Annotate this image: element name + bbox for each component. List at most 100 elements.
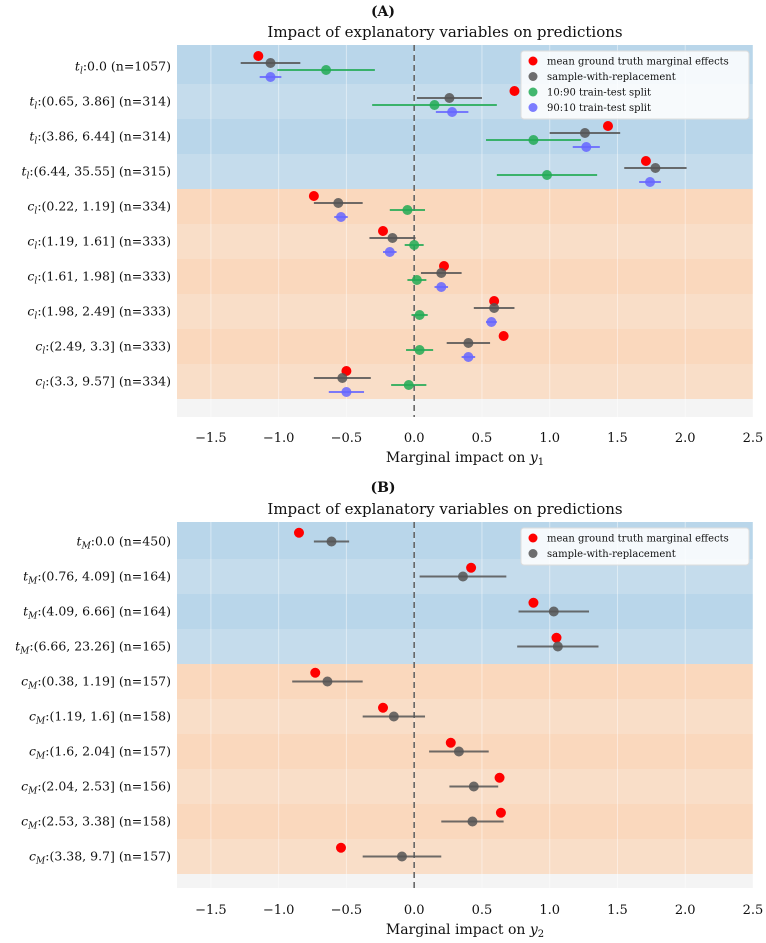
data-point: [333, 198, 344, 208]
data-point: [436, 268, 447, 278]
x-tick-label: 2.0: [675, 903, 696, 918]
series-1: [293, 527, 562, 853]
data-point: [436, 282, 447, 292]
category-band: [177, 839, 753, 874]
data-point: [551, 632, 562, 643]
x-tick-label: 0.0: [404, 431, 425, 446]
x-tick-label: 1.0: [539, 903, 560, 918]
legend-marker: [528, 87, 538, 97]
series-2: [292, 536, 599, 862]
data-point: [414, 310, 425, 320]
chart-title: Impact of explanatory variables on predi…: [267, 500, 622, 518]
x-tick-label: 0.5: [472, 903, 493, 918]
y-tick-label: cl:(0.22, 1.19] (n=334): [27, 199, 171, 217]
data-point: [265, 72, 276, 82]
y-tick-label: cl:(1.98, 2.49] (n=333): [27, 304, 171, 322]
data-point: [337, 373, 348, 383]
data-point: [528, 597, 539, 608]
data-point: [528, 135, 539, 145]
data-point: [396, 851, 407, 862]
y-tick-label: tl:(0.65, 3.86] (n=314): [29, 94, 171, 112]
data-point: [453, 746, 464, 757]
y-tick-label: cM:(1.19, 1.6] (n=158): [29, 709, 171, 727]
data-point: [640, 156, 651, 166]
data-point: [650, 163, 661, 173]
data-point: [388, 711, 399, 722]
data-point: [468, 781, 479, 792]
category-band: [177, 364, 753, 399]
data-point: [402, 205, 413, 215]
data-point: [602, 121, 613, 131]
data-point: [335, 212, 346, 222]
category-band: [177, 259, 753, 294]
data-point: [445, 737, 456, 748]
data-point: [495, 807, 506, 818]
data-point: [387, 233, 398, 243]
category-band: [177, 699, 753, 734]
category-band: [177, 594, 753, 629]
data-point: [378, 226, 389, 236]
x-tick-label: 1.5: [607, 903, 628, 918]
y-tick-label: tl:(3.86, 6.44] (n=314): [29, 129, 171, 147]
data-point: [265, 58, 276, 68]
data-point: [463, 352, 474, 362]
y-tick-label: cM:(3.38, 9.7] (n=157): [29, 849, 171, 867]
y-tick-label: tM:(6.66, 23.26] (n=165): [15, 639, 171, 657]
x-tick-label: −0.5: [331, 903, 363, 918]
data-point: [341, 387, 352, 397]
legend-box: [520, 50, 750, 120]
chart-title: Impact of explanatory variables on predi…: [267, 23, 622, 41]
data-point: [322, 676, 333, 687]
chart-panel-2: (B) Impact of explanatory variables on pr…: [15, 480, 763, 940]
data-point: [541, 170, 552, 180]
y-tick-label: tM:(0.76, 4.09] (n=164): [23, 569, 171, 587]
y-tick-label: cM:(2.53, 3.38] (n=158): [21, 814, 171, 832]
data-point: [429, 100, 440, 110]
x-tick-label: 2.0: [675, 431, 696, 446]
x-tick-label: 0.5: [472, 431, 493, 446]
y-tick-label: cl:(2.49, 3.3] (n=333): [35, 339, 171, 357]
y-tick-label: cl:(1.19, 1.61] (n=333): [27, 234, 171, 252]
legend-marker: [528, 103, 538, 112]
legend-marker: [528, 72, 538, 81]
category-band: [177, 189, 753, 224]
data-point: [321, 65, 332, 75]
data-point: [486, 317, 497, 327]
data-point: [548, 606, 559, 617]
panel-label: (B): [370, 480, 395, 496]
data-point: [489, 296, 500, 306]
x-tick-label: −1.0: [263, 903, 295, 918]
data-point: [293, 527, 304, 538]
data-point: [409, 240, 420, 250]
data-point: [494, 772, 505, 783]
legend: mean ground truth marginal effects sample…: [520, 50, 750, 120]
data-point: [466, 562, 477, 573]
data-point: [326, 536, 337, 547]
y-tick-label: cl:(3.3, 9.57] (n=334): [35, 374, 171, 392]
y-tick-label: tl:0.0 (n=1057): [75, 59, 171, 77]
y-tick-label: tM:(4.09, 6.66] (n=164): [23, 604, 171, 622]
data-point: [579, 128, 590, 138]
legend-marker: [528, 549, 538, 558]
category-band: [177, 294, 753, 329]
x-tick-label: 0.0: [404, 903, 425, 918]
data-point: [411, 275, 422, 285]
data-point: [463, 338, 474, 348]
series-3: [277, 65, 598, 390]
legend-entry: sample-with-replacement: [547, 549, 676, 560]
x-tick-label: −1.0: [263, 431, 295, 446]
data-point: [414, 345, 425, 355]
legend: mean ground truth marginal effects sample…: [520, 527, 750, 566]
data-point: [581, 142, 592, 152]
data-point: [253, 51, 264, 61]
series-4: [259, 72, 661, 397]
y-tick-label: cM:(1.6, 2.04] (n=157): [29, 744, 171, 762]
x-tick-label: −1.5: [195, 431, 227, 446]
category-band: [177, 629, 753, 664]
data-point: [447, 107, 458, 117]
legend-entry: mean ground truth marginal effects: [547, 534, 729, 545]
x-tick-label: −1.5: [195, 903, 227, 918]
legend-entry: 10:90 train-test split: [547, 88, 651, 99]
data-point: [552, 641, 563, 652]
